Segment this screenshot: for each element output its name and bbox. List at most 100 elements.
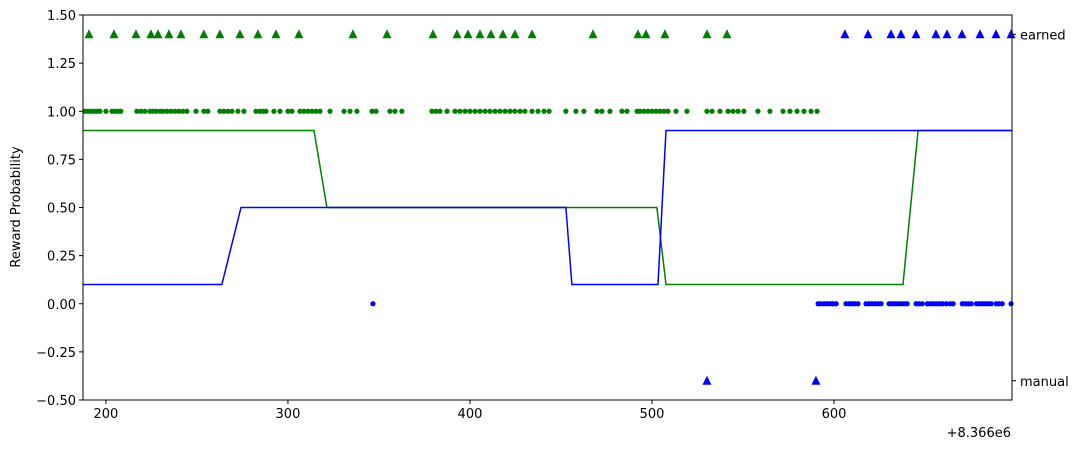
dot-marker — [462, 108, 468, 114]
dot-marker — [767, 108, 773, 114]
dot-marker — [492, 108, 498, 114]
triangle-marker — [253, 29, 263, 39]
triangle-marker — [702, 29, 712, 39]
dot-marker — [709, 108, 715, 114]
y-tick-label: 0.25 — [47, 250, 76, 265]
y-tick-label: −0.25 — [36, 346, 76, 361]
dot-marker — [780, 108, 786, 114]
x-tick-label: 500 — [640, 407, 665, 422]
dot-marker — [317, 108, 323, 114]
dot-marker — [594, 108, 600, 114]
dot-marker — [277, 108, 283, 114]
dot-marker — [546, 108, 552, 114]
dot-marker — [649, 108, 655, 114]
dot-marker — [138, 108, 144, 114]
dot-marker — [193, 108, 199, 114]
dot-marker — [229, 108, 235, 114]
triangle-marker — [164, 29, 174, 39]
dot-marker — [118, 108, 124, 114]
dot-marker — [755, 108, 761, 114]
x-tick-label: 600 — [822, 407, 847, 422]
dot-marker — [735, 108, 741, 114]
dot-marker — [878, 301, 884, 307]
dot-marker — [399, 108, 405, 114]
y-tick-label: 0.75 — [47, 153, 76, 168]
triangle-marker — [498, 29, 508, 39]
dot-marker — [97, 108, 103, 114]
dot-marker — [327, 108, 333, 114]
dot-marker — [305, 108, 311, 114]
dot-marker — [444, 108, 450, 114]
dot-marker — [968, 301, 974, 307]
dot-marker — [467, 108, 473, 114]
triangle-marker — [911, 29, 921, 39]
dot-marker — [271, 108, 277, 114]
dot-marker — [988, 301, 994, 307]
dot-marker — [502, 108, 508, 114]
dot-marker — [673, 108, 679, 114]
dot-marker — [309, 108, 315, 114]
dot-marker — [289, 108, 295, 114]
y-tick-label: 1.00 — [47, 105, 76, 120]
dot-marker — [172, 108, 178, 114]
triangle-marker — [660, 29, 670, 39]
triangle-marker — [176, 29, 186, 39]
y-tick-label: 0.50 — [47, 202, 76, 217]
dot-marker — [225, 108, 231, 114]
dot-marker — [919, 301, 925, 307]
dot-marker — [507, 108, 513, 114]
dot-marker — [263, 108, 269, 114]
triangle-marker — [486, 29, 496, 39]
dot-marker — [943, 301, 949, 307]
dot-marker — [373, 108, 379, 114]
dot-marker — [341, 108, 347, 114]
dot-marker — [641, 108, 647, 114]
x-offset-label: +8.366e6 — [947, 426, 1011, 441]
dot-marker — [939, 301, 945, 307]
triangle-marker — [811, 375, 821, 385]
triangle-marker — [896, 29, 906, 39]
y-tick-label: 1.25 — [47, 57, 76, 72]
dot-marker — [645, 108, 651, 114]
dot-marker — [512, 108, 518, 114]
dot-marker — [164, 108, 170, 114]
dot-marker — [581, 108, 587, 114]
triangle-marker — [527, 29, 537, 39]
triangle-marker — [153, 29, 163, 39]
x-tick-label: 200 — [94, 407, 119, 422]
dot-marker — [347, 108, 353, 114]
dot-marker — [787, 108, 793, 114]
dot-marker — [801, 108, 807, 114]
dot-marker — [103, 108, 109, 114]
triangle-marker — [722, 29, 732, 39]
dot-marker — [313, 108, 319, 114]
x-tick-label: 300 — [276, 407, 301, 422]
dot-marker — [201, 108, 207, 114]
dot-marker — [573, 108, 579, 114]
dot-marker — [684, 108, 690, 114]
dot-marker — [297, 108, 303, 114]
dot-marker — [904, 301, 910, 307]
dot-marker — [429, 108, 435, 114]
dot-marker — [808, 108, 814, 114]
dot-marker — [657, 108, 663, 114]
triangle-marker — [452, 29, 462, 39]
dot-marker — [619, 108, 625, 114]
y-tick-label: −0.50 — [36, 394, 76, 409]
triangle-marker — [348, 29, 358, 39]
dot-marker — [704, 108, 710, 114]
triangle-marker — [199, 29, 209, 39]
dot-marker — [535, 108, 541, 114]
triangle-marker — [475, 29, 485, 39]
dot-marker — [563, 108, 569, 114]
dot-marker — [741, 108, 747, 114]
dot-marker — [180, 108, 186, 114]
dot-marker — [217, 108, 223, 114]
dot-marker — [235, 108, 241, 114]
dot-marker — [241, 108, 247, 114]
triangle-marker — [863, 29, 873, 39]
dot-marker — [794, 108, 800, 114]
dot-marker — [433, 108, 439, 114]
triangle-marker — [957, 29, 967, 39]
y2-tick-label: earned — [1020, 28, 1066, 43]
